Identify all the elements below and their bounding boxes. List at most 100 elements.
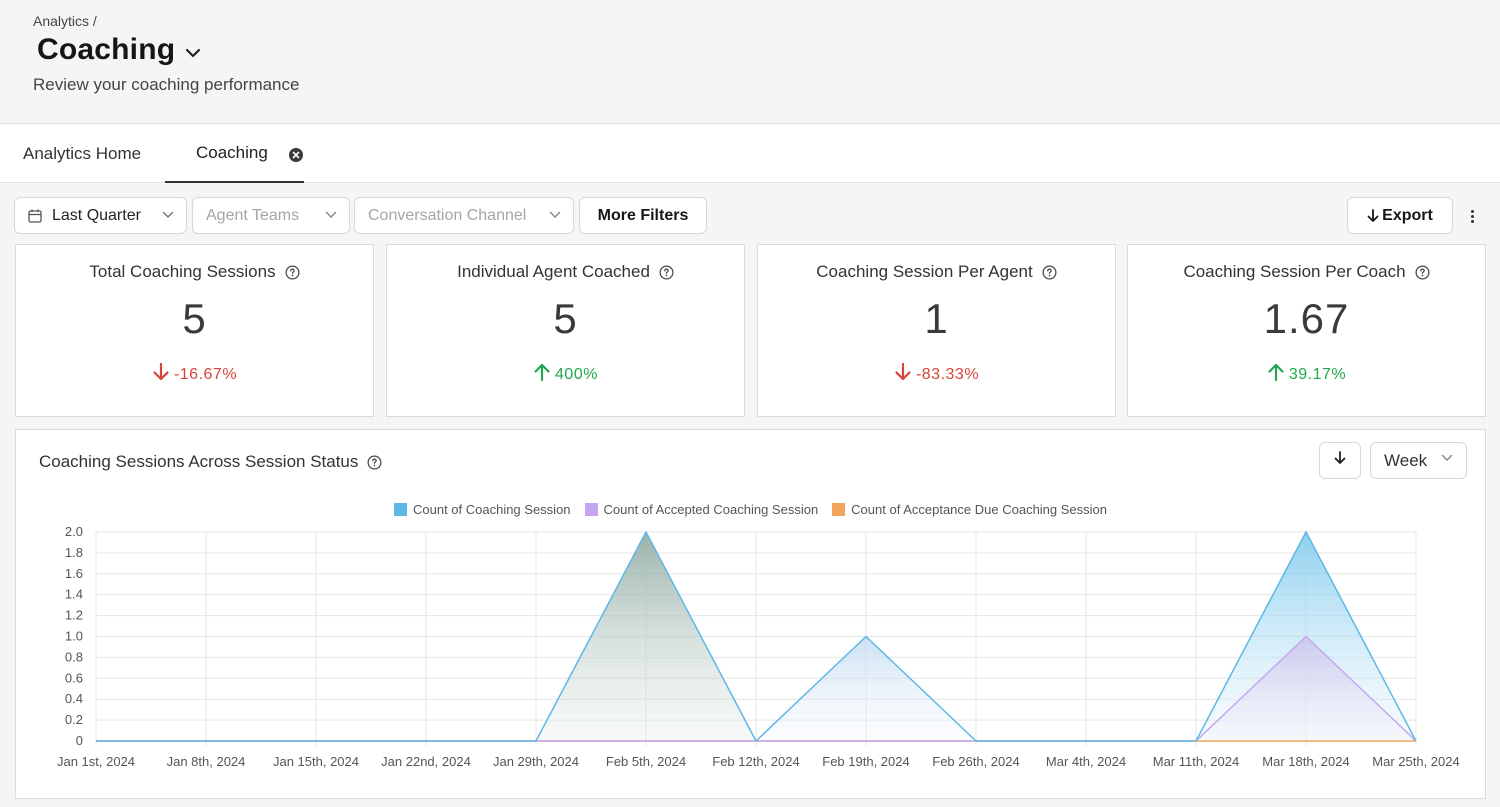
- export-button[interactable]: Export: [1347, 197, 1453, 234]
- arrow-down-icon: [1334, 451, 1346, 470]
- help-icon[interactable]: [659, 265, 674, 280]
- tab-analytics-home[interactable]: Analytics Home: [23, 144, 142, 163]
- page-title: Coaching: [37, 33, 176, 66]
- help-icon[interactable]: [1042, 265, 1057, 280]
- close-icon[interactable]: [289, 147, 303, 162]
- legend-swatch: [584, 503, 598, 516]
- agent-teams-select[interactable]: Agent Teams: [192, 197, 350, 234]
- chevron-down-icon: [549, 211, 561, 219]
- kpi-change: 400%: [387, 362, 744, 387]
- x-tick-label: Feb 12th, 2024: [712, 754, 799, 769]
- x-tick-label: Feb 5th, 2024: [606, 754, 686, 769]
- chevron-down-icon: [325, 211, 337, 219]
- x-tick-label: Jan 1st, 2024: [57, 754, 135, 769]
- x-tick-label: Jan 29th, 2024: [493, 754, 579, 769]
- kpi-value: 5: [553, 295, 578, 342]
- legend-item-accepted-session[interactable]: Count of Accepted Coaching Session: [584, 502, 819, 517]
- tab-coaching-label: Coaching: [196, 143, 268, 162]
- series-line-0: [96, 530, 1417, 743]
- kpi-title: Total Coaching Sessions: [89, 262, 276, 281]
- legend-label: Count of Acceptance Due Coaching Session: [851, 502, 1108, 517]
- kpi-value: 5: [182, 295, 207, 342]
- x-tick-label: Jan 8th, 2024: [167, 754, 246, 769]
- page-header: Analytics / Coaching Review your coachin…: [0, 0, 1500, 124]
- x-tick-label: Feb 26th, 2024: [932, 754, 1019, 769]
- y-tick-label: 1.8: [65, 545, 83, 560]
- kpi-card-session-per-coach: Coaching Session Per Coach 1.67 39.17%: [1127, 244, 1486, 417]
- y-tick-label: 1.4: [65, 587, 83, 602]
- granularity-select[interactable]: Week: [1370, 442, 1467, 479]
- kpi-change: -83.33%: [758, 362, 1115, 387]
- kpi-change-value: 400%: [555, 365, 598, 383]
- kpi-value: 1.67: [1263, 295, 1350, 342]
- granularity-value: Week: [1384, 450, 1428, 470]
- y-tick-label: 2.0: [65, 524, 83, 539]
- chart-panel: 0 0.2 0.4 0.6 0.8 1.0 1.2 1.4 1.6 1.8 2.0 Jan 1st, …: [15, 429, 1486, 799]
- arrow-up-icon: [533, 362, 551, 387]
- conversation-channel-select[interactable]: Conversation Channel: [354, 197, 574, 234]
- title-dropdown[interactable]: Coaching: [37, 33, 201, 67]
- area-fill-coaching-session: [756, 636, 976, 741]
- legend-swatch: [832, 503, 846, 516]
- x-tick-label: Jan 15th, 2024: [273, 754, 359, 769]
- download-chart-button[interactable]: [1319, 442, 1361, 479]
- more-filters-button[interactable]: More Filters: [579, 197, 707, 234]
- period-select[interactable]: Last Quarter: [14, 197, 187, 234]
- page-subtitle: Review your coaching performance: [33, 75, 300, 94]
- arrow-up-icon: [1267, 362, 1285, 387]
- help-icon[interactable]: [1415, 265, 1430, 280]
- chart-legend: Count of Coaching Session Count of Accep…: [16, 502, 1485, 517]
- tab-coaching[interactable]: Coaching: [165, 125, 304, 183]
- kpi-title: Individual Agent Coached: [457, 262, 650, 281]
- area-chart: 0 0.2 0.4 0.6 0.8 1.0 1.2 1.4 1.6 1.8 2.0 Jan 1st, …: [57, 524, 1460, 769]
- calendar-icon: [28, 209, 42, 223]
- help-icon[interactable]: [367, 455, 382, 470]
- x-tick-label: Mar 18th, 2024: [1262, 754, 1349, 769]
- kpi-change: -16.67%: [16, 362, 373, 387]
- chart-title: Coaching Sessions Across Session Status: [39, 452, 359, 471]
- y-tick-label: 0.6: [65, 670, 83, 685]
- chevron-down-icon: [1441, 454, 1453, 462]
- y-tick-label: 1.6: [65, 566, 83, 581]
- y-tick-label: 0.4: [65, 691, 83, 706]
- y-tick-label: 0: [76, 733, 83, 748]
- kpi-value: 1: [924, 295, 949, 342]
- kpi-card-session-per-agent: Coaching Session Per Agent 1 -83.33%: [757, 244, 1116, 417]
- export-label: Export: [1382, 206, 1433, 224]
- legend-swatch: [393, 503, 407, 516]
- x-tick-label: Mar 11th, 2024: [1153, 754, 1239, 769]
- kpi-change: 39.17%: [1128, 362, 1485, 387]
- kpi-card-total-sessions: Total Coaching Sessions 5 -16.67%: [15, 244, 374, 417]
- x-tick-label: Feb 19th, 2024: [822, 754, 909, 769]
- y-tick-label: 1.2: [65, 608, 83, 623]
- kpi-title: Coaching Session Per Coach: [1183, 262, 1406, 281]
- legend-label: Count of Coaching Session: [412, 502, 571, 517]
- arrow-down-icon: [894, 362, 912, 387]
- kpi-change-value: -83.33%: [915, 365, 980, 383]
- y-tick-label: 0.8: [65, 649, 83, 664]
- more-options-icon[interactable]: [1465, 206, 1479, 226]
- kpi-title: Coaching Session Per Agent: [816, 262, 1033, 281]
- kpi-card-agents-coached: Individual Agent Coached 5 400%: [386, 244, 745, 417]
- x-tick-label: Mar 4th, 2024: [1046, 754, 1126, 769]
- y-tick-label: 0.2: [65, 712, 83, 727]
- x-tick-label: Jan 22nd, 2024: [381, 754, 471, 769]
- legend-item-coaching-session[interactable]: Count of Coaching Session: [393, 502, 571, 517]
- legend-item-acceptance-due-session[interactable]: Count of Acceptance Due Coaching Session: [832, 502, 1107, 517]
- y-tick-label: 1.0: [65, 629, 83, 644]
- area-fill-coaching-session: [536, 532, 756, 741]
- help-icon[interactable]: [285, 265, 300, 280]
- chevron-down-icon: [162, 211, 174, 219]
- breadcrumb[interactable]: Analytics /: [33, 13, 97, 29]
- kpi-change-value: 39.17%: [1288, 365, 1347, 383]
- area-fill-accepted-session: [1196, 636, 1416, 741]
- x-tick-label: Mar 25th, 2024: [1372, 754, 1459, 769]
- chevron-down-icon[interactable]: [185, 48, 201, 58]
- legend-label: Count of Accepted Coaching Session: [603, 502, 819, 517]
- tab-bar: Analytics Home Coaching: [0, 125, 1500, 183]
- kpi-change-value: -16.67%: [173, 365, 238, 383]
- filter-bar: Last Quarter Agent Teams Conversation Ch…: [0, 184, 1500, 244]
- agent-teams-placeholder: Agent Teams: [206, 206, 300, 224]
- arrow-down-icon: [1367, 208, 1379, 223]
- conversation-channel-placeholder: Conversation Channel: [368, 206, 527, 224]
